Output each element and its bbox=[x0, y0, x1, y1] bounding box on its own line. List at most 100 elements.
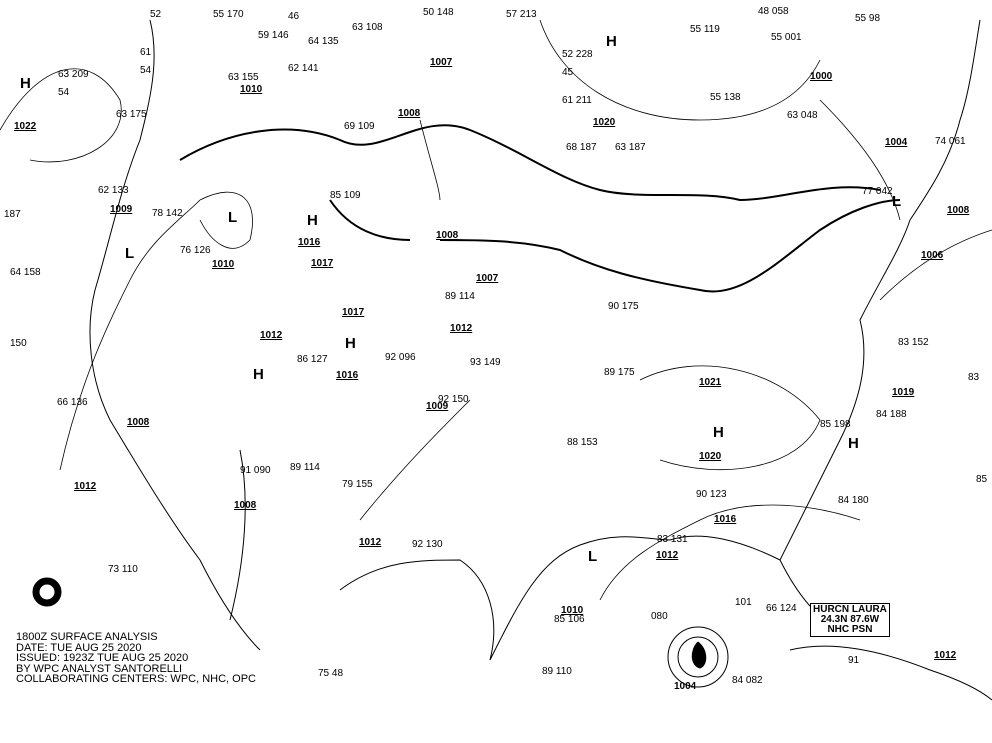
isobar-label: 1009 bbox=[426, 401, 449, 412]
station-plot: 93 149 bbox=[470, 357, 501, 368]
station-plot: 63 175 bbox=[116, 109, 147, 120]
station-plot: 83 152 bbox=[898, 337, 929, 348]
station-plot: 63 155 bbox=[228, 72, 259, 83]
station-plot: 89 110 bbox=[542, 666, 572, 677]
isobar-label: 1000 bbox=[810, 71, 833, 82]
analysis-info: 1800Z SURFACE ANALYSIS DATE: TUE AUG 25 … bbox=[16, 632, 256, 685]
station-plot: 48 058 bbox=[758, 6, 789, 17]
station-plot: 83 131 bbox=[657, 534, 688, 545]
info-issued: ISSUED: 1923Z TUE AUG 25 2020 bbox=[16, 652, 189, 664]
station-plot: 54 bbox=[140, 65, 152, 76]
station-plot: 91 bbox=[848, 655, 860, 666]
isobar-label: 1016 bbox=[336, 370, 359, 381]
isobar-label: 1019 bbox=[892, 387, 915, 398]
isobar-label: 1007 bbox=[430, 57, 453, 68]
station-plot: 85 bbox=[976, 474, 988, 485]
station-plot: 90 175 bbox=[608, 301, 639, 312]
station-plot: 61 bbox=[140, 47, 152, 58]
station-plot: 150 bbox=[10, 338, 27, 349]
isobar-label: 1012 bbox=[260, 330, 283, 341]
station-plot: 080 bbox=[651, 611, 668, 622]
high-pressure-center: H bbox=[20, 75, 31, 92]
station-plot: 62 133 bbox=[98, 185, 129, 196]
high-pressure-center: H bbox=[848, 435, 859, 452]
isobar-label: 1012 bbox=[74, 481, 97, 492]
station-plot: 50 148 bbox=[423, 7, 454, 18]
station-plot: 77 042 bbox=[862, 186, 893, 197]
isobars bbox=[0, 19, 992, 601]
isobar-label: 1020 bbox=[699, 451, 722, 462]
station-plot: 74 061 bbox=[935, 136, 966, 147]
station-plot: 89 114 bbox=[445, 291, 475, 302]
station-plot: 66 136 bbox=[57, 397, 88, 408]
isobar-label: 1010 bbox=[240, 84, 263, 95]
isobar-label: 1008 bbox=[436, 230, 459, 241]
station-plot: 62 141 bbox=[288, 63, 319, 74]
high-pressure-center: H bbox=[253, 366, 264, 383]
high-pressure-center: H bbox=[307, 212, 318, 229]
station-plot: 88 153 bbox=[567, 437, 598, 448]
isobar-label: 1010 bbox=[561, 605, 584, 616]
isobar-label: 1008 bbox=[234, 500, 257, 511]
hurricane-position: 24.3N 87.6W bbox=[820, 614, 880, 625]
station-plot: 92 096 bbox=[385, 352, 416, 363]
low-pressure-center: L bbox=[892, 193, 902, 210]
isobar-label: 1006 bbox=[921, 250, 944, 261]
isobar-label: 1020 bbox=[593, 117, 616, 128]
info-analyst: BY WPC ANALYST SANTORELLI bbox=[16, 662, 183, 675]
station-plot: 89 175 bbox=[604, 367, 635, 378]
station-plot: 57 213 bbox=[506, 9, 537, 20]
isobar-label: 1012 bbox=[934, 650, 957, 661]
station-plot: 84 188 bbox=[876, 409, 907, 420]
fronts bbox=[179, 124, 901, 293]
station-plot: 79 155 bbox=[342, 479, 373, 490]
station-plot: 55 001 bbox=[771, 32, 802, 43]
isobar-label: 1008 bbox=[947, 205, 970, 216]
hurricane-pressure: 1004 bbox=[674, 681, 697, 692]
station-plot: 63 108 bbox=[352, 22, 383, 33]
station-plot: 84 180 bbox=[838, 495, 869, 506]
station-plot: 55 138 bbox=[710, 92, 741, 103]
station-plot: 54 bbox=[58, 87, 70, 98]
station-plot: 63 048 bbox=[787, 110, 818, 121]
station-plot: 85 198 bbox=[820, 419, 851, 430]
station-plot: 92 150 bbox=[438, 394, 469, 405]
low-pressure-center: L bbox=[228, 209, 238, 226]
isobar-label: 1012 bbox=[656, 550, 679, 561]
station-plot: 83 bbox=[968, 372, 980, 383]
isobar-label: 1004 bbox=[885, 137, 908, 148]
station-plot: 52 228 bbox=[562, 49, 593, 60]
station-plot: 55 119 bbox=[690, 24, 720, 35]
high-pressure-center: H bbox=[606, 33, 617, 50]
hurricane-symbol bbox=[667, 626, 729, 688]
station-plot: 64 158 bbox=[10, 267, 41, 278]
station-plot: 68 187 bbox=[566, 142, 597, 153]
isobar-label: 1009 bbox=[110, 204, 133, 215]
station-plot: 85 109 bbox=[330, 190, 361, 201]
station-plot: 84 082 bbox=[732, 675, 763, 686]
isobar-label: 1016 bbox=[298, 237, 321, 248]
high-pressure-center: H bbox=[345, 335, 356, 352]
info-title: 1800Z SURFACE ANALYSIS bbox=[16, 631, 158, 643]
isobar-label: 1008 bbox=[127, 417, 150, 428]
isobar-label: 1012 bbox=[450, 323, 473, 334]
high-pressure-center: H bbox=[713, 424, 724, 441]
station-plot: 59 146 bbox=[258, 30, 289, 41]
low-pressure-center: L bbox=[588, 548, 598, 565]
isobar-label: 1012 bbox=[359, 537, 382, 548]
isobar-label: 1008 bbox=[398, 108, 421, 119]
hurricane-source: NHC PSN bbox=[827, 624, 873, 635]
info-centers: COLLABORATING CENTERS: WPC, NHC, OPC bbox=[16, 673, 256, 685]
station-plot: 86 127 bbox=[297, 354, 328, 365]
station-plot: 92 130 bbox=[412, 539, 443, 550]
isobar-label: 1021 bbox=[699, 377, 722, 388]
noaa-logo bbox=[32, 577, 62, 607]
station-plot: 63 187 bbox=[615, 142, 646, 153]
station-plot: 52 bbox=[150, 9, 162, 20]
station-plot: 78 142 bbox=[152, 208, 183, 219]
isobar-label: 1022 bbox=[14, 121, 37, 132]
station-plot: 73 110 bbox=[108, 564, 138, 575]
low-pressure-center: L bbox=[125, 245, 135, 262]
coastlines bbox=[89, 19, 992, 701]
